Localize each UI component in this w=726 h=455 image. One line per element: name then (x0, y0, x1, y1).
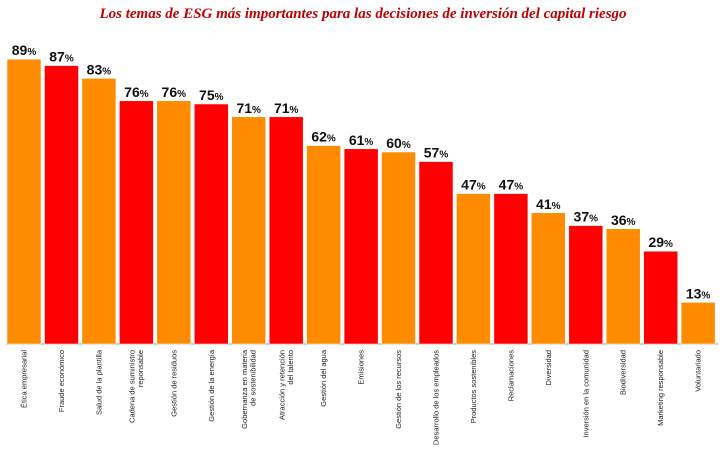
category-label: Inversión en la comunidad (581, 350, 590, 438)
bar (343, 148, 379, 345)
category-label: Diversidad (544, 350, 553, 385)
value-label: 62% (311, 129, 336, 145)
bar (493, 193, 529, 345)
category-label: Gestión de residuos (169, 350, 178, 417)
category-label: Ética empresarial (20, 350, 29, 408)
category-labels-group: Ética empresarial Fraude económico Salud d… (20, 349, 703, 445)
bar (306, 145, 341, 345)
category-label: Voluntariado (694, 350, 703, 392)
value-label: 76% (162, 84, 187, 100)
category-label: Gestión de los recursos (394, 350, 403, 429)
bar (456, 193, 491, 345)
chart-title: Los temas de ESG más importantes para la… (99, 6, 627, 22)
bar (643, 250, 678, 345)
value-label: 29% (648, 234, 673, 250)
bar (418, 161, 454, 345)
category-label: Emisiones (357, 350, 366, 385)
category-label: Reclamaciones (506, 350, 515, 402)
bar (568, 225, 604, 345)
value-label: 47% (499, 177, 524, 193)
bar (119, 100, 154, 345)
category-label: Biodiversidad (619, 350, 628, 395)
category-label: Marketing responsable (656, 350, 665, 426)
value-label: 61% (349, 132, 374, 148)
value-label: 71% (274, 100, 299, 116)
category-label: Gestión de la energía (207, 349, 216, 422)
bar (381, 151, 416, 345)
bar (194, 103, 229, 345)
value-label: 87% (49, 49, 74, 65)
category-label: Fraude económico (57, 350, 66, 412)
value-label: 41% (536, 196, 561, 212)
bar (81, 78, 117, 345)
category-label: Cadena de suministroreponsable (128, 350, 146, 423)
bar (268, 116, 304, 345)
bar (605, 228, 641, 345)
category-label: Salud de la plantilla (94, 349, 103, 415)
value-label: 89% (12, 42, 37, 58)
value-label: 71% (236, 100, 261, 116)
category-label: Productos sostenibles (469, 350, 478, 424)
category-label: Gobernanza en materiade sostenibilidad (240, 349, 258, 429)
value-label: 37% (574, 209, 599, 225)
value-label: 57% (424, 145, 449, 161)
category-label: Gestión del agua (319, 349, 328, 407)
value-label: 47% (461, 177, 486, 193)
value-label: 36% (611, 212, 636, 228)
category-label: Desarrollo de los empleados (432, 350, 441, 445)
bar (680, 302, 716, 345)
value-label: 75% (199, 87, 224, 103)
bar (531, 212, 566, 345)
bar (231, 116, 266, 345)
bar (6, 58, 42, 345)
bar (44, 65, 79, 345)
bars-group (6, 58, 716, 345)
value-label: 60% (386, 135, 411, 151)
value-label: 76% (124, 84, 149, 100)
value-labels-group: 89% 87% 83% 76% 76% 75% 71% 71% 62% 61% 60% 57% 47% 4… (12, 42, 711, 301)
bar (156, 100, 192, 345)
value-label: 83% (87, 61, 112, 77)
category-label: Atracción y retencióndel talento (277, 350, 295, 420)
value-label: 13% (686, 285, 711, 301)
